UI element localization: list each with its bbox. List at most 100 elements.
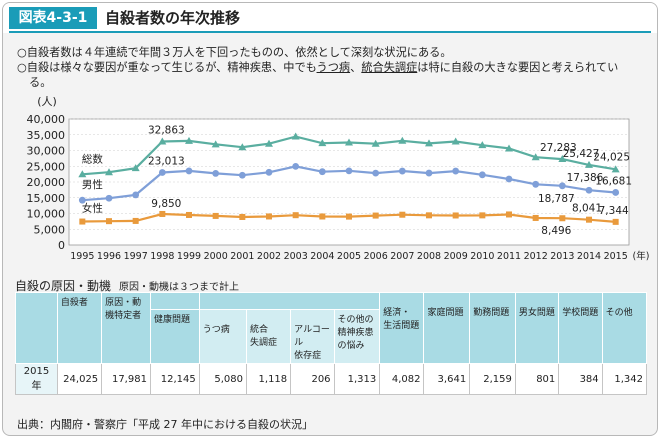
data-point [558,155,567,163]
data-point [319,213,326,220]
data-point [132,217,139,224]
data-point [398,136,407,144]
data-point [586,216,592,223]
cell-romance: 801 [514,363,560,395]
data-point [212,170,220,177]
note-text: ○自殺者数は４年連続で年間３万人を下回ったものの、依然として深刻な状況にある。 [17,46,452,59]
data-point [105,168,113,176]
data-point [212,212,219,219]
x-tick-label: 2005 [337,251,361,262]
x-tick-label: 2010 [470,251,494,262]
x-tick-label: 1999 [177,251,201,262]
data-label: 24,025 [593,151,630,163]
note-line-3: る。 [29,75,51,90]
source-note: 出典：内閣府・警察庁「平成 27 年中における自殺の状況」 [17,418,313,431]
data-point [185,136,193,144]
cell-depression: 5,080 [198,363,247,395]
data-label: 7,344 [599,205,629,217]
x-tick-label: 2012 [524,251,548,262]
data-label: 9,850 [151,198,181,210]
data-point [505,175,513,183]
x-tick-label: 1997 [124,251,148,262]
figure-title: 自殺者数の年次推移 [105,9,241,27]
x-tick-label: 1996 [97,251,121,262]
x-tick-label: 1998 [150,251,174,262]
data-point [105,194,113,202]
data-point [371,139,380,147]
data-point [532,180,540,188]
data-label: 32,863 [148,124,185,136]
y-tick-label: 10,000 [27,208,66,221]
header-health-top [149,292,200,310]
figure-frame: 図表4-3-1 自殺者数の年次推移 ○自殺者数は４年連続で年間３万人を下回ったも… [2,2,658,436]
data-point [558,182,566,190]
data-point [451,137,460,145]
data-point [291,132,300,140]
y-tick-label: 35,000 [27,129,66,142]
y-axis-label: (人) [37,95,57,108]
data-point [531,153,540,161]
data-point [79,218,86,225]
data-point [585,160,593,168]
suicide-trend-chart: 0 5,000 10,000 15,000 20,000 25,000 30,000 35,0… [27,95,650,262]
header-rule [9,31,651,33]
data-point [158,169,166,176]
data-point [372,169,380,177]
data-label: 18,787 [538,193,575,205]
data-point [239,213,246,220]
data-point [612,218,619,225]
x-tick-label: 2008 [417,251,441,262]
cell-family: 3,641 [423,363,471,395]
data-point [559,215,566,222]
cell-other-mental: 1,313 [333,363,381,395]
y-tick-label: 5,000 [34,223,66,236]
header-romance: 男女問題 [514,292,560,364]
x-tick-label: 2003 [284,251,308,262]
data-point [292,162,300,170]
data-point [185,167,193,175]
x-tick-label: 1995 [70,251,94,262]
table-title-text: 自殺の原因・動機 [15,279,112,293]
note-text: は特に自殺の大きな要因と考えられてい [417,61,619,74]
x-tick-label: 2009 [444,251,468,262]
data-point [211,140,220,148]
data-point [238,143,247,151]
table-title: 自殺の原因・動機 原因・動機は３つまで計上 [15,277,239,294]
data-point [266,213,272,220]
data-point [398,167,406,175]
series-name-label: 総数 [82,152,103,165]
data-point [318,139,327,147]
x-tick-label: 2001 [230,251,254,262]
series-name-label: 男性 [82,178,103,191]
data-label: 27,283 [540,142,577,154]
data-point [452,167,460,175]
table-row: 2015年 24,025 17,981 12,145 5,080 1,118 2… [15,363,648,395]
header-depression: うつ病 [198,309,247,364]
note-text: ○自殺は様々な要因が重なって生じるが、精神疾患、中でも [17,61,317,74]
data-label: 25,427 [563,148,600,160]
data-label: 17,386 [567,172,604,184]
data-point [265,139,273,147]
data-point [532,214,539,221]
x-axis-label: (年) [633,250,650,262]
x-tick-label: 2013 [550,251,574,262]
cause-motive-table: 自殺者 原因・動 機特定者 経済・ 生活問題 家庭問題 勤務問題 男女問題 学校問題… [15,292,648,395]
data-label: 8,496 [541,225,571,237]
header-other-mental: その他の 精神疾患 の悩み [333,309,381,364]
y-tick-label: 15,000 [27,192,66,205]
data-point [265,168,273,176]
data-point [505,144,513,152]
data-point [159,210,166,217]
cell-economic: 4,082 [379,363,425,395]
cell-identified: 17,981 [101,363,151,395]
cell-alcohol: 206 [290,363,335,395]
data-point [425,139,433,147]
data-point [131,164,140,172]
data-point [238,171,246,179]
header-identified: 原因・動 機特定者 [101,292,151,364]
data-point [425,169,433,177]
x-tick-label: 2007 [390,251,414,262]
data-point [479,212,486,219]
data-label: 8,041 [572,203,602,215]
data-point [478,171,486,179]
